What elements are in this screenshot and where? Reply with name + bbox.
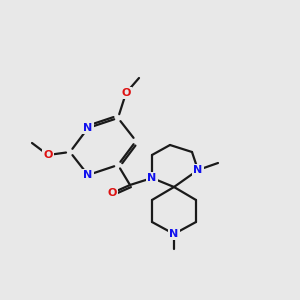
Text: O: O	[121, 88, 131, 98]
Text: N: N	[147, 173, 157, 183]
Text: N: N	[83, 123, 93, 133]
Text: O: O	[43, 150, 53, 160]
Text: N: N	[83, 170, 93, 180]
Text: O: O	[107, 188, 117, 198]
Text: N: N	[194, 165, 202, 175]
Text: N: N	[169, 229, 178, 239]
